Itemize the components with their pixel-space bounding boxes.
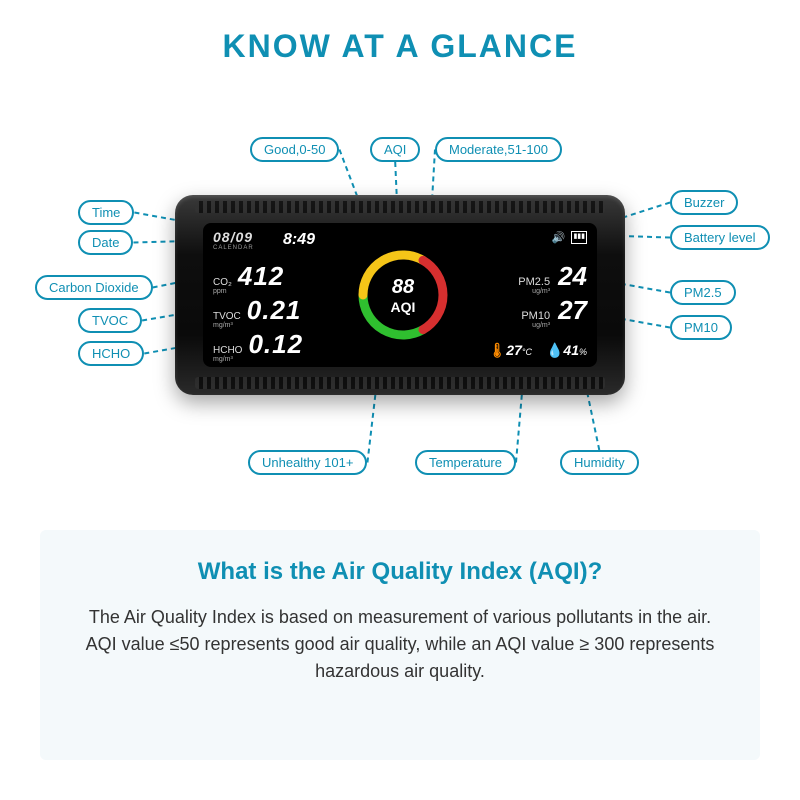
buzzer-icon: 🔊 [552, 231, 566, 244]
date-value: 08/09 [213, 229, 254, 245]
time-value: 8:49 [283, 231, 315, 249]
info-heading: What is the Air Quality Index (AQI)? [80, 558, 720, 586]
tvoc-label: TVOC [213, 311, 241, 322]
info-body: The Air Quality Index is based on measur… [80, 604, 720, 685]
tvoc-row: TVOCmg/m³ 0.21 [213, 295, 301, 329]
aqi-gauge: 88 AQI [355, 247, 451, 343]
temp-humidity-row: 🌡27°C 💧41% [489, 342, 588, 359]
temp-unit: °C [522, 347, 532, 357]
pm25-value: 24 [558, 261, 587, 292]
hcho-unit: mg/m³ [213, 356, 242, 363]
callout-co2: Carbon Dioxide [35, 275, 153, 300]
tvoc-value: 0.21 [247, 295, 302, 326]
hcho-row: HCHOmg/m³ 0.12 [213, 329, 303, 363]
pm10-unit: ug/m³ [521, 322, 550, 329]
info-panel: What is the Air Quality Index (AQI)? The… [40, 530, 760, 760]
hcho-label: HCHO [213, 345, 242, 356]
thermometer-icon: 🌡 [489, 342, 507, 358]
callout-date: Date [78, 230, 133, 255]
humidity-unit: % [579, 347, 587, 357]
callout-good: Good,0-50 [250, 137, 339, 162]
battery-icon: ▮▮▮ [571, 231, 587, 244]
co2-row: CO₂ppm 412 [213, 261, 284, 295]
callout-battery: Battery level [670, 225, 770, 250]
tvoc-unit: mg/m³ [213, 322, 241, 329]
callout-pm25: PM2.5 [670, 280, 736, 305]
pm25-unit: ug/m³ [518, 288, 550, 295]
droplet-icon: 💧 [546, 342, 563, 358]
co2-unit: ppm [213, 288, 232, 295]
pm25-label: PM2.5 [518, 276, 550, 288]
co2-value: 412 [238, 261, 284, 292]
callout-moderate: Moderate,51-100 [435, 137, 562, 162]
pm10-label: PM10 [521, 310, 550, 322]
status-icons: 🔊 ▮▮▮ [552, 231, 587, 244]
device-screen: 08/09 CALENDAR 8:49 CO₂ppm 412 TVOCmg/m³… [203, 223, 597, 367]
humidity-value: 41 [563, 342, 579, 358]
pm25-row: PM2.5ug/m³ 24 [518, 261, 587, 295]
pm10-value: 27 [558, 295, 587, 326]
aqi-label: AQI [391, 299, 416, 315]
calendar-label: CALENDAR [213, 245, 254, 251]
hcho-value: 0.12 [248, 329, 303, 360]
callout-temperature: Temperature [415, 450, 516, 475]
device-body: 08/09 CALENDAR 8:49 CO₂ppm 412 TVOCmg/m³… [175, 195, 625, 395]
callout-hcho: HCHO [78, 341, 144, 366]
callout-unhealthy: Unhealthy 101+ [248, 450, 367, 475]
temp-value: 27 [506, 342, 522, 358]
diagram: 08/09 CALENDAR 8:49 CO₂ppm 412 TVOCmg/m³… [0, 75, 800, 495]
callout-aqi: AQI [370, 137, 420, 162]
callout-pm10: PM10 [670, 315, 732, 340]
callout-tvoc: TVOC [78, 308, 142, 333]
co2-label: CO₂ [213, 277, 232, 288]
pm10-row: PM10ug/m³ 27 [521, 295, 587, 329]
callout-humidity: Humidity [560, 450, 639, 475]
aqi-value: 88 [392, 276, 414, 299]
page-title: KNOW AT A GLANCE [0, 0, 800, 65]
callout-buzzer: Buzzer [670, 190, 738, 215]
callout-time: Time [78, 200, 134, 225]
date-block: 08/09 CALENDAR [213, 229, 254, 251]
